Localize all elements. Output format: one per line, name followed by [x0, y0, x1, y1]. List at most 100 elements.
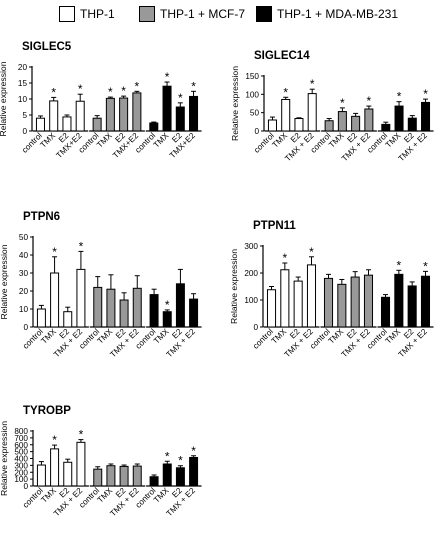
bar-thp-1-tmx-e2 — [76, 268, 86, 328]
y-tick-label: 10 — [18, 95, 28, 104]
bar-thp-1-tmx — [50, 448, 60, 487]
significance-marker: * — [108, 85, 113, 99]
legend-item-thp1: THP-1 — [59, 4, 115, 24]
x-tick-label: TMX — [384, 327, 403, 346]
x-tick-label: TMX — [152, 327, 171, 346]
y-tick-label: 0 — [254, 127, 259, 136]
y-tick-label: 600 — [14, 441, 28, 450]
bar-thp-1-tmx-e2 — [306, 264, 317, 328]
bar-thp-1-mcf-7-tmx-e2 — [363, 274, 374, 328]
legend: THP-1 THP-1 + MCF-7 THP-1 + MDA-MB-231 — [0, 0, 435, 30]
bar-thp-1-mcf-7-tmx — [337, 283, 347, 328]
significance-marker: * — [165, 298, 170, 312]
y-axis-label: Relative expression — [229, 249, 239, 324]
x-tick-label: TMX — [271, 131, 290, 150]
bar-thp-1-e2 — [63, 461, 73, 487]
y-axis-label: Relative expression — [230, 66, 240, 141]
significance-marker: * — [135, 79, 140, 93]
bar-thp-1-mcf-7-tmx-e2 — [364, 108, 374, 132]
bar-thp-1-mcf-7-tmx — [337, 111, 347, 132]
significance-marker: * — [178, 454, 183, 468]
significance-marker: * — [165, 449, 170, 463]
legend-item-thp1-mcf7: THP-1 + MCF-7 — [139, 4, 245, 24]
bar-thp-1-mcf-7-tmx — [106, 288, 116, 328]
y-tick-label: 50 — [19, 233, 29, 242]
y-tick-label: 0 — [23, 482, 28, 491]
y-tick-label: 700 — [14, 434, 28, 443]
y-axis-label: Relative expression — [0, 421, 9, 496]
chart-title: TYROBP — [23, 405, 71, 417]
x-tick-label: TMX — [39, 327, 58, 346]
bar-thp-1-tmx-e2 — [76, 441, 86, 487]
bar-thp-1-mcf-7-e2 — [119, 465, 129, 487]
significance-marker: * — [52, 245, 57, 259]
significance-marker: * — [310, 77, 315, 91]
y-tick-label: 300 — [244, 242, 258, 251]
bar-thp-1-mda-mb-231-control — [380, 296, 391, 328]
y-axis-label: Relative expression — [0, 244, 9, 319]
x-tick-label: TMX — [95, 131, 114, 150]
bar-thp-1-control — [36, 464, 46, 487]
significance-marker: * — [423, 87, 428, 101]
legend-swatch-thp1-mda — [256, 6, 272, 22]
legend-item-thp1-mda: THP-1 + MDA-MB-231 — [256, 4, 398, 24]
bar-thp-1-control — [266, 289, 277, 328]
bar-thp-1-mcf-7-control — [93, 468, 103, 487]
significance-marker: * — [309, 245, 314, 259]
chart-title: PTPN11 — [253, 220, 296, 232]
bar-thp-1-control — [35, 117, 45, 132]
bar-thp-1-mda-mb-231-tmx — [394, 105, 404, 132]
significance-marker: * — [423, 259, 428, 273]
x-tick-label: TMX — [384, 131, 403, 150]
bar-thp-1-mda-mb-231-tmx-e2 — [189, 95, 199, 132]
bar-thp-1-mcf-7-tmx-e2 — [132, 287, 142, 328]
significance-marker: * — [52, 433, 57, 447]
bar-thp-1-mcf-7-control — [92, 117, 102, 132]
bar-thp-1-mda-mb-231-e2 — [175, 283, 185, 328]
y-tick-label: 100 — [245, 90, 259, 99]
y-tick-label: 100 — [14, 475, 28, 484]
bar-thp-1-mcf-7-tmx-e2 — [132, 92, 142, 132]
y-tick-label: 200 — [14, 468, 28, 477]
y-axis-label: Relative expression — [0, 61, 8, 136]
bar-thp-1-mda-mb-231-e2 — [407, 117, 417, 132]
y-tick-label: 0 — [23, 323, 28, 332]
y-tick-label: 10 — [19, 305, 29, 314]
bar-thp-1-tmx — [49, 100, 59, 132]
bar-thp-1-e2 — [293, 280, 303, 328]
significance-marker: * — [283, 85, 288, 99]
bar-thp-1-mda-mb-231-e2 — [407, 285, 417, 328]
significance-marker: * — [78, 82, 83, 96]
y-tick-label: 5 — [22, 111, 27, 120]
bar-thp-1-mcf-7-control — [324, 120, 334, 132]
y-tick-label: 200 — [244, 269, 258, 278]
x-tick-label: TMX — [96, 486, 115, 505]
y-tick-label: 50 — [250, 109, 260, 118]
bar-thp-1-tmx — [281, 98, 291, 132]
legend-label-thp1-mcf7: THP-1 + MCF-7 — [160, 7, 246, 21]
significance-marker: * — [397, 90, 402, 104]
chart-title: SIGLEC14 — [254, 50, 310, 62]
bar-thp-1-mda-mb-231-control — [149, 476, 159, 487]
bar-thp-1-mda-mb-231-tmx-e2 — [189, 456, 199, 487]
significance-marker: * — [79, 428, 84, 442]
y-tick-label: 150 — [245, 72, 259, 81]
bar-thp-1-mcf-7-control — [323, 277, 334, 328]
y-tick-label: 100 — [244, 296, 258, 305]
y-tick-label: 15 — [18, 79, 28, 88]
bar-thp-1-mda-mb-231-tmx — [162, 85, 172, 132]
bar-thp-1-mda-mb-231-e2 — [175, 106, 185, 132]
legend-label-thp1: THP-1 — [80, 7, 115, 21]
x-tick-label: TMX — [96, 327, 115, 346]
y-tick-label: 300 — [14, 461, 28, 470]
bar-thp-1-tmx-e2 — [75, 100, 85, 132]
bar-thp-1-mcf-7-e2 — [119, 97, 129, 132]
y-tick-label: 500 — [14, 448, 28, 457]
chart-title: SIGLEC5 — [22, 41, 72, 53]
legend-label-thp1-mda: THP-1 + MDA-MB-231 — [277, 7, 399, 21]
y-tick-label: 20 — [19, 287, 29, 296]
